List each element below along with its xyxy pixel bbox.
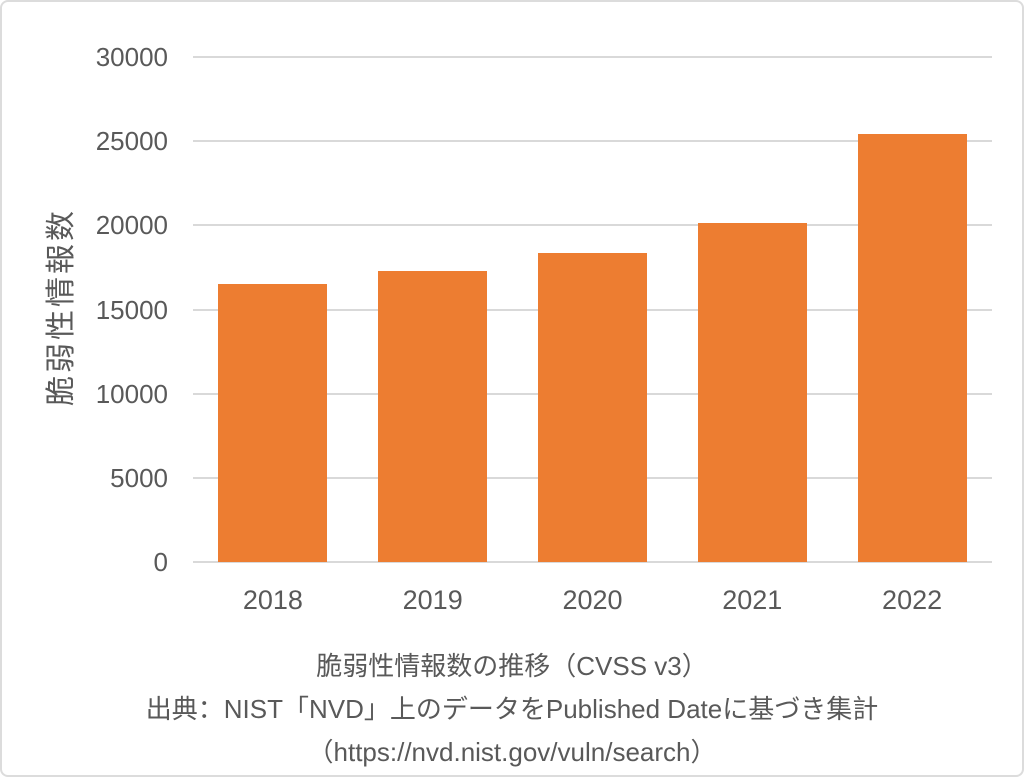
plot-area (193, 56, 992, 563)
bar-2021 (697, 222, 807, 562)
y-tick-label-20000: 20000 (95, 210, 168, 241)
y-tick-label-25000: 25000 (95, 126, 168, 157)
gridline-30000 (193, 56, 992, 58)
x-tick-label-2021: 2021 (722, 585, 783, 615)
x-tick-label-2018: 2018 (242, 585, 303, 615)
y-tick-label-10000: 10000 (95, 378, 168, 409)
bar-2018 (218, 284, 328, 562)
y-tick-label-30000: 30000 (95, 42, 168, 72)
x-tick-label-2020: 2020 (562, 585, 623, 615)
bar-2022 (857, 133, 967, 562)
source-url: （https://nvd.nist.gov/vuln/search） (307, 737, 717, 767)
x-tick-label-2022: 2022 (882, 585, 943, 615)
bar-2020 (538, 253, 647, 562)
bar-2019 (378, 270, 488, 562)
gridline-25000 (193, 140, 992, 143)
source-note: 出典：NIST「NVD」上のデータをPublished Dateに基づき集計 (145, 694, 879, 724)
y-tick-label-15000: 15000 (95, 294, 168, 325)
x-tick-label-2019: 2019 (402, 585, 463, 615)
y-tick-label-5000: 5000 (110, 462, 168, 493)
y-tick-label-0: 0 (153, 547, 168, 577)
caption-block: 脆弱性情報数の推移（CVSS v3） 出典：NIST「NVD」上のデータをPub… (0, 645, 1024, 774)
gridline-0 (193, 561, 992, 563)
chart-title: 脆弱性情報数の推移（CVSS v3） (316, 651, 708, 681)
gridline-20000 (193, 224, 992, 227)
